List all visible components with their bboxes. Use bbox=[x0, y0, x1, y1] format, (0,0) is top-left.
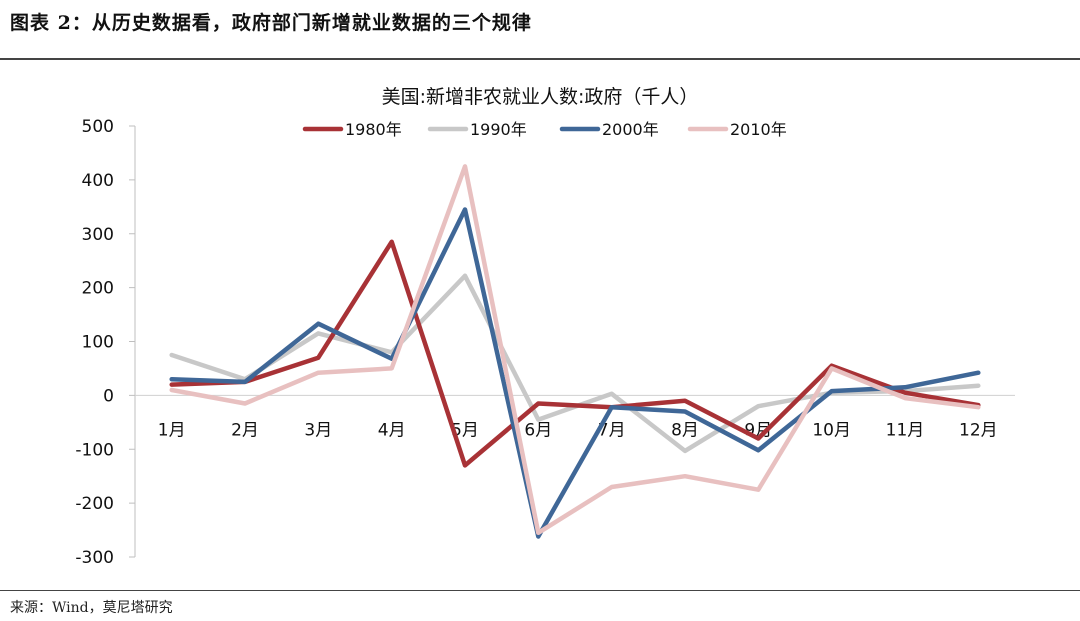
x-tick-label: 5月 bbox=[451, 420, 479, 440]
y-tick-label: 0 bbox=[103, 386, 114, 406]
x-tick-label: 11月 bbox=[886, 420, 925, 440]
series-lines bbox=[169, 164, 981, 539]
y-tick-label: -200 bbox=[75, 494, 114, 514]
figure-caption: 图表 2：从历史数据看，政府部门新增就业数据的三个规律 bbox=[10, 12, 532, 34]
y-axis: 500 400 300 200 100 0 -100 -200 -300 bbox=[75, 117, 136, 568]
series-line-2000年 bbox=[169, 207, 981, 539]
y-tick-label: -300 bbox=[75, 548, 114, 568]
y-tick-label: 400 bbox=[82, 171, 114, 191]
y-tick-label: 100 bbox=[82, 333, 114, 353]
x-axis: 1月 2月 3月 4月 5月 6月 7月 8月 9月 10月 11月 12月 bbox=[135, 394, 1015, 440]
series-line-2010年 bbox=[169, 164, 981, 536]
legend-label: 2000年 bbox=[602, 120, 659, 139]
chart-legend: 1980年 1990年 2000年 2010年 bbox=[302, 120, 787, 139]
x-tick-label: 1月 bbox=[158, 420, 186, 440]
x-tick-label: 4月 bbox=[378, 420, 406, 440]
y-tick-label: 500 bbox=[82, 117, 114, 137]
series-line-1980年 bbox=[169, 239, 981, 468]
x-tick-label: 3月 bbox=[304, 420, 332, 440]
y-tick-label: 300 bbox=[82, 225, 114, 245]
x-tick-label: 10月 bbox=[812, 420, 851, 440]
line-chart: 美国:新增非农就业人数:政府（千人） 1980年 1990年 2000年 2010年 … bbox=[75, 86, 1015, 568]
x-tick-label: 2月 bbox=[231, 420, 259, 440]
y-tick-label: 200 bbox=[82, 279, 114, 299]
bottom-rule bbox=[0, 590, 1080, 591]
x-tick-label: 8月 bbox=[671, 420, 699, 440]
x-tick-label: 7月 bbox=[598, 420, 626, 440]
legend-label: 1980年 bbox=[345, 120, 402, 139]
legend-label: 2010年 bbox=[730, 120, 787, 139]
x-tick-label: 6月 bbox=[524, 420, 552, 440]
series-line-1990年 bbox=[169, 273, 981, 454]
chart-title: 美国:新增非农就业人数:政府（千人） bbox=[382, 86, 699, 108]
y-tick-label: -100 bbox=[75, 440, 114, 460]
top-rule bbox=[0, 58, 1080, 60]
legend-label: 1990年 bbox=[470, 120, 527, 139]
x-tick-label: 12月 bbox=[959, 420, 998, 440]
source-note: 来源：Wind，莫尼塔研究 bbox=[10, 600, 173, 616]
